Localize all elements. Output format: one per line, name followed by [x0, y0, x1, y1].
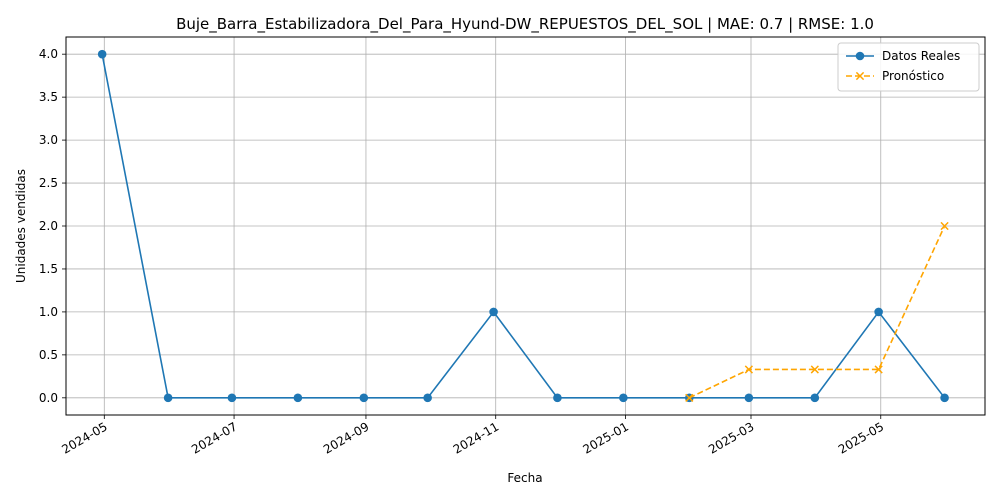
y-tick-label: 0.0 — [39, 391, 58, 405]
y-tick-label: 2.0 — [39, 219, 58, 233]
legend-label: Datos Reales — [882, 49, 960, 63]
y-tick-label: 1.5 — [39, 262, 58, 276]
y-tick-label: 4.0 — [39, 47, 58, 61]
chart-title: Buje_Barra_Estabilizadora_Del_Para_Hyund… — [176, 15, 874, 34]
y-tick-label: 2.5 — [39, 176, 58, 190]
data-point — [940, 221, 949, 231]
legend-box — [837, 42, 980, 92]
x-tick-label: 2024-11 — [451, 419, 501, 456]
data-point — [489, 307, 498, 317]
y-axis-title: Unidades vendidas — [14, 169, 28, 283]
legend-marker — [855, 51, 865, 61]
data-point — [940, 393, 949, 403]
series-1 — [685, 221, 949, 402]
x-axis: 2024-05 2024-07 2024-09 2024-11 2025-01 2025-… — [59, 415, 886, 457]
data-point — [553, 393, 562, 403]
x-tick-label: 2024-07 — [189, 419, 239, 456]
x-tick-label: 2024-05 — [59, 419, 109, 456]
y-tick-label: 1.0 — [39, 305, 58, 319]
data-point — [293, 393, 303, 403]
data-point — [423, 393, 432, 403]
data-point — [359, 393, 369, 403]
x-axis-title: Fecha — [507, 471, 542, 485]
x-tick-label: 2025-05 — [836, 419, 886, 456]
y-tick-label: 3.0 — [39, 133, 58, 147]
data-point — [810, 365, 819, 374]
legend-entry: Datos Reales — [846, 49, 960, 63]
data-point — [685, 393, 694, 402]
x-tick-label: 2024-09 — [321, 419, 371, 456]
legend-marker — [855, 71, 865, 81]
x-tick-label: 2025-03 — [706, 419, 756, 456]
series-line — [101, 54, 946, 399]
legend-entry: Pronóstico — [846, 69, 944, 83]
y-tick-label: 3.5 — [39, 90, 58, 104]
legend-label: Pronóstico — [882, 69, 944, 83]
y-axis: 0.0 0.5 1.0 1.5 2.0 2.5 3.0 3.5 4.0 — [39, 47, 66, 405]
series-0 — [97, 49, 949, 403]
legend: Datos Reales Pronóstico — [837, 42, 980, 92]
data-point — [227, 393, 237, 403]
series-layer — [97, 49, 949, 403]
data-point — [874, 307, 883, 317]
data-point — [874, 365, 883, 374]
data-point — [97, 49, 107, 59]
grid — [66, 37, 985, 415]
data-point — [810, 393, 820, 403]
x-tick-label: 2025-01 — [581, 419, 631, 456]
data-point — [619, 393, 628, 403]
data-point — [744, 393, 754, 403]
y-tick-label: 0.5 — [39, 348, 58, 362]
data-point — [163, 393, 173, 403]
data-point — [744, 365, 753, 374]
